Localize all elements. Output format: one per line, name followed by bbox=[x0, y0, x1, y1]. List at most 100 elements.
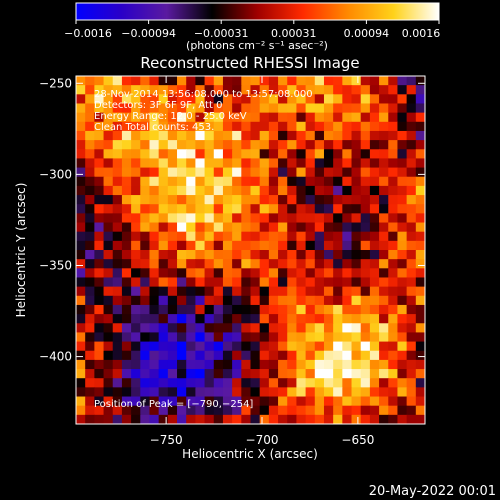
heatmap-cell bbox=[177, 103, 187, 114]
heatmap-cell bbox=[268, 359, 279, 370]
heatmap-cell bbox=[149, 195, 160, 205]
heatmap-cell bbox=[323, 414, 334, 424]
heatmap-cell bbox=[94, 332, 105, 343]
heatmap-cell bbox=[177, 158, 187, 169]
heatmap-cell bbox=[76, 85, 86, 95]
heatmap-cell bbox=[222, 295, 233, 306]
heatmap-cell bbox=[177, 121, 187, 132]
heatmap-cell bbox=[167, 167, 178, 178]
heatmap-cell bbox=[259, 332, 270, 343]
heatmap-cell bbox=[379, 369, 389, 379]
heatmap-cell bbox=[103, 268, 114, 279]
heatmap-cell bbox=[305, 85, 316, 95]
heatmap-cell bbox=[305, 240, 316, 251]
heatmap-cell bbox=[232, 295, 242, 306]
heatmap-cell bbox=[333, 378, 343, 388]
x-tick-label: −750 bbox=[150, 433, 183, 447]
heatmap-cell bbox=[85, 176, 95, 187]
heatmap-cell bbox=[213, 259, 224, 269]
heatmap-cell bbox=[112, 295, 123, 306]
heatmap-cell bbox=[177, 259, 187, 269]
heatmap-cell bbox=[268, 76, 279, 86]
heatmap-cell bbox=[268, 112, 279, 123]
heatmap-cell bbox=[103, 414, 114, 424]
heatmap-cell bbox=[167, 112, 178, 123]
heatmap-cell bbox=[296, 268, 307, 279]
heatmap-cell bbox=[250, 350, 261, 361]
heatmap-cell bbox=[158, 140, 169, 150]
heatmap-cell bbox=[296, 185, 307, 196]
heatmap-cell bbox=[131, 359, 141, 370]
heatmap-cell bbox=[305, 405, 316, 416]
heatmap-cell bbox=[131, 185, 141, 196]
heatmap-cell bbox=[140, 332, 151, 343]
heatmap-cell bbox=[369, 240, 380, 251]
heatmap-cell bbox=[213, 85, 224, 95]
heatmap-cell bbox=[369, 369, 380, 379]
heatmap-cell bbox=[287, 250, 298, 260]
heatmap-cell bbox=[296, 158, 307, 169]
heatmap-cell bbox=[342, 231, 353, 242]
heatmap-cell bbox=[388, 76, 399, 86]
heatmap-cell bbox=[94, 378, 105, 388]
heatmap-cell bbox=[131, 350, 141, 361]
heatmap-cell bbox=[94, 341, 105, 352]
heatmap-cell bbox=[76, 222, 86, 233]
heatmap-cell bbox=[268, 176, 279, 187]
heatmap-cell bbox=[259, 341, 270, 352]
heatmap-cell bbox=[388, 149, 399, 160]
heatmap-cell bbox=[149, 149, 160, 160]
heatmap-cell bbox=[195, 314, 206, 324]
heatmap-cell bbox=[342, 195, 353, 205]
heatmap-cell bbox=[379, 277, 389, 288]
heatmap-cell bbox=[103, 323, 114, 334]
heatmap-cell bbox=[397, 112, 408, 123]
heatmap-cell bbox=[305, 268, 316, 279]
heatmap-cell bbox=[158, 387, 169, 398]
heatmap-cell bbox=[323, 130, 334, 141]
heatmap-cell bbox=[140, 185, 151, 196]
heatmap-cell bbox=[140, 414, 151, 424]
heatmap-cell bbox=[158, 176, 169, 187]
heatmap-cell bbox=[149, 121, 160, 132]
heatmap-cell bbox=[342, 167, 353, 178]
heatmap-cell bbox=[76, 140, 86, 150]
heatmap-cell bbox=[222, 286, 233, 297]
heatmap-cell bbox=[94, 350, 105, 361]
heatmap-cell bbox=[131, 378, 141, 388]
heatmap-cell bbox=[76, 204, 86, 214]
heatmap-cell bbox=[158, 130, 169, 141]
heatmap-cell bbox=[85, 350, 95, 361]
heatmap-cell bbox=[406, 286, 417, 297]
heatmap-cell bbox=[222, 259, 233, 269]
heatmap-cell bbox=[333, 341, 343, 352]
heatmap-cell bbox=[323, 240, 334, 251]
heatmap-cell bbox=[314, 277, 325, 288]
heatmap-cell bbox=[388, 378, 399, 388]
heatmap-cell bbox=[131, 304, 141, 315]
heatmap-cell bbox=[158, 323, 169, 334]
heatmap-cell bbox=[268, 167, 279, 178]
heatmap-cell bbox=[278, 286, 288, 297]
heatmap-cell bbox=[333, 185, 343, 196]
heatmap-cell bbox=[415, 286, 425, 297]
heatmap-cell bbox=[342, 359, 353, 370]
heatmap-cell bbox=[121, 140, 132, 150]
heatmap-cell bbox=[232, 259, 242, 269]
heatmap-cell bbox=[379, 286, 389, 297]
heatmap-cell bbox=[379, 103, 389, 114]
heatmap-cell bbox=[121, 213, 132, 224]
heatmap-cell bbox=[186, 231, 196, 242]
heatmap-cell bbox=[94, 295, 105, 306]
heatmap-cell bbox=[278, 414, 288, 424]
heatmap-cell bbox=[103, 176, 114, 187]
y-tick-label: −350 bbox=[39, 258, 72, 272]
heatmap-cell bbox=[149, 414, 160, 424]
heatmap-cell bbox=[397, 341, 408, 352]
heatmap-cell bbox=[232, 332, 242, 343]
heatmap-cell bbox=[369, 295, 380, 306]
heatmap-cell bbox=[278, 387, 288, 398]
heatmap-cell bbox=[314, 130, 325, 141]
heatmap-cell bbox=[406, 213, 417, 224]
heatmap-cell bbox=[85, 268, 95, 279]
